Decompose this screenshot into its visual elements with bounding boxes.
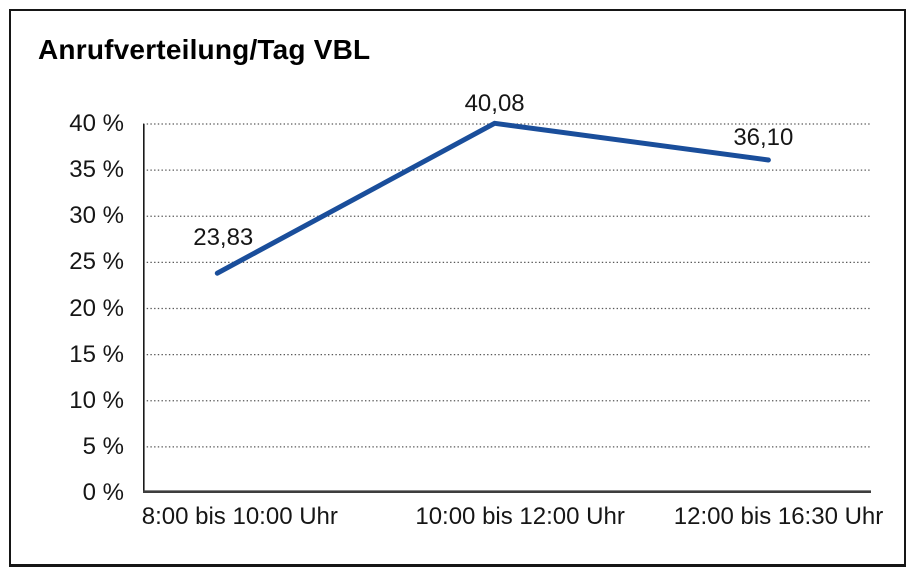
y-axis-tick-label: 5 % (82, 432, 124, 460)
y-axis-tick-label: 30 % (69, 202, 124, 230)
x-axis-tick-label: 8:00 bis 10:00 Uhr (141, 503, 338, 530)
chart-title: Anrufverteilung/Tag VBL (38, 34, 371, 65)
y-axis-tick-label: 25 % (69, 248, 124, 276)
data-point-label: 36,10 (733, 123, 794, 151)
y-axis-tick-label: 20 % (69, 294, 124, 322)
y-axis-tick-label: 35 % (69, 156, 124, 184)
y-axis-tick-label: 40 % (69, 110, 124, 137)
plot-area (143, 120, 871, 494)
x-axis-tick-label: 12:00 bis 16:30 Uhr (673, 503, 884, 530)
x-axis-tick-label: 10:00 bis 12:00 Uhr (415, 503, 625, 530)
y-axis-tick-label: 0 % (82, 479, 124, 506)
data-line-series (214, 120, 771, 276)
data-point-label: 40,08 (464, 90, 525, 118)
y-axis-tick-label: 10 % (69, 386, 124, 414)
data-point-label: 23,83 (193, 224, 254, 252)
y-axis-tick-label: 15 % (69, 340, 124, 368)
